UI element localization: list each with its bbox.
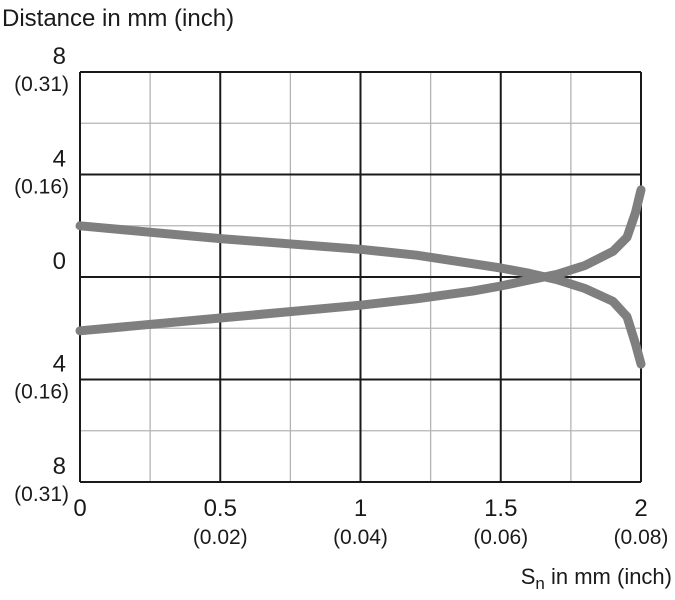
- x-tick-sublabel: (0.06): [473, 526, 528, 549]
- x-axis-label: Sn in mm (inch): [521, 564, 672, 593]
- x-tick-label: 0.5: [204, 495, 237, 522]
- y-tick-label: 8: [53, 453, 66, 480]
- x-tick-label: 1: [354, 495, 367, 522]
- series-line-2: [75, 185, 646, 336]
- chart-title: Distance in mm (inch): [2, 5, 234, 32]
- series-group: [75, 185, 646, 369]
- y-tick-sublabel: (0.16): [14, 381, 69, 404]
- x-tick-sublabel: (0.02): [193, 526, 248, 549]
- y-tick-label: 4: [53, 351, 66, 378]
- x-tick-label: 0: [73, 495, 86, 522]
- x-tick-labels: 0 0.5 (0.02) 1 (0.04) 1.5 (0.06) 2 (0.08): [73, 495, 668, 549]
- major-grid: [79, 71, 642, 483]
- x-tick-sublabel: (0.08): [614, 526, 669, 549]
- y-tick-sublabel: (0.16): [14, 176, 69, 199]
- y-tick-label: 4: [53, 146, 66, 173]
- y-tick-label: 0: [53, 248, 66, 275]
- x-tick-label: 1.5: [484, 495, 517, 522]
- series-line-1: [75, 221, 646, 369]
- y-tick-labels: 8 (0.31) 4 (0.16) 0 4 (0.16) 8 (0.31): [14, 43, 69, 506]
- y-tick-sublabel: (0.31): [14, 73, 69, 96]
- x-tick-label: 2: [634, 495, 647, 522]
- y-tick-label: 8: [53, 43, 66, 70]
- x-tick-sublabel: (0.04): [333, 526, 388, 549]
- y-tick-sublabel: (0.31): [14, 483, 69, 506]
